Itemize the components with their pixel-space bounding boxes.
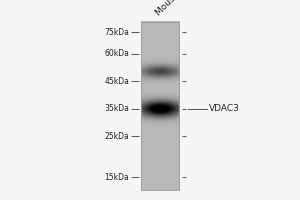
Bar: [141, 22, 179, 190]
Text: 45kDa: 45kDa: [104, 77, 129, 86]
Text: Mouse heart: Mouse heart: [154, 0, 200, 18]
Text: VDAC3: VDAC3: [209, 104, 240, 113]
Text: 25kDa: 25kDa: [104, 132, 129, 141]
Text: 35kDa: 35kDa: [104, 104, 129, 113]
Text: 60kDa: 60kDa: [104, 49, 129, 58]
Text: 15kDa: 15kDa: [104, 173, 129, 182]
Text: 75kDa: 75kDa: [104, 28, 129, 37]
